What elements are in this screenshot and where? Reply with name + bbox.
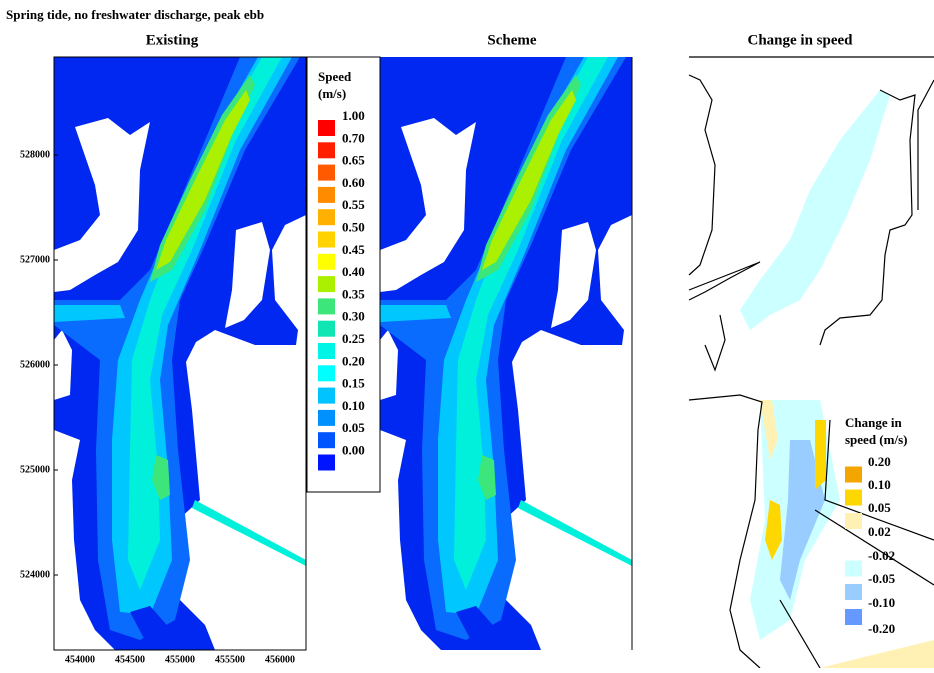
legend-swatch — [318, 165, 335, 181]
legend-swatch — [318, 209, 335, 225]
legend-swatch — [318, 298, 335, 314]
y-tick-label: 527000 — [20, 254, 50, 265]
legend-title: Speed — [318, 69, 352, 84]
legend-swatch — [845, 609, 862, 625]
legend-label: 0.35 — [342, 286, 365, 301]
legend-swatch — [318, 343, 335, 359]
legend-label: 0.10 — [868, 477, 891, 492]
legend-label: 0.65 — [342, 153, 365, 168]
legend-label: 0.60 — [342, 175, 365, 190]
y-tick-label: 525000 — [20, 464, 50, 475]
panel-title: Existing — [146, 32, 199, 48]
legend-label: -0.20 — [868, 621, 895, 636]
legend-label: 0.20 — [342, 353, 365, 368]
legend-label: 0.05 — [342, 420, 365, 435]
legend-swatch — [845, 561, 862, 577]
change-legend: Change in speed (m/s) 0.20 0.10 0.05 0.02 -0.0… — [845, 415, 907, 636]
legend-swatch — [845, 584, 862, 600]
legend-label: -0.02 — [868, 548, 895, 563]
legend-label: 0.40 — [342, 264, 365, 279]
legend-swatch — [318, 410, 335, 426]
legend-swatch — [845, 513, 862, 529]
x-tick-label: 454000 — [65, 654, 95, 665]
legend-label: 0.50 — [342, 219, 365, 234]
legend-label: 0.70 — [342, 130, 365, 145]
legend-swatch — [318, 142, 335, 158]
x-tick-label: 455500 — [215, 654, 245, 665]
legend-label: 0.45 — [342, 242, 365, 257]
legend-swatch — [318, 276, 335, 292]
legend-label: 0.55 — [342, 197, 365, 212]
legend-title: (m/s) — [318, 86, 346, 101]
legend-swatch — [318, 321, 335, 337]
change-map — [689, 57, 934, 668]
legend-swatch — [845, 467, 862, 483]
legend-swatch — [318, 187, 335, 203]
legend-label: 0.00 — [342, 442, 365, 457]
legend-label: -0.05 — [868, 571, 896, 586]
legend-swatch — [318, 455, 335, 471]
legend-label: 0.02 — [868, 524, 891, 539]
x-tick-label: 455000 — [165, 654, 195, 665]
legend-swatch — [318, 365, 335, 381]
legend-label: -0.10 — [868, 595, 895, 610]
legend-swatch — [318, 432, 335, 448]
legend-label: 0.25 — [342, 331, 365, 346]
legend-label: 1.00 — [342, 108, 365, 123]
legend-swatch — [318, 120, 335, 136]
legend-title: Change in — [845, 415, 902, 430]
y-tick-label: 526000 — [20, 359, 50, 370]
legend-label: 0.30 — [342, 309, 365, 324]
scheme-map — [380, 57, 632, 650]
legend-swatch — [318, 388, 335, 404]
y-tick-label: 524000 — [20, 569, 50, 580]
existing-map — [54, 57, 306, 650]
legend-label: 0.20 — [868, 454, 891, 469]
panel-title: Scheme — [487, 32, 536, 48]
x-tick-label: 456000 — [265, 654, 295, 665]
figure-title: Spring tide, no freshwater discharge, pe… — [6, 7, 264, 22]
legend-label: 0.10 — [342, 398, 365, 413]
y-tick-label: 528000 — [20, 149, 50, 160]
x-tick-label: 454500 — [115, 654, 145, 665]
legend-swatch — [318, 254, 335, 270]
legend-label: 0.15 — [342, 376, 365, 391]
panel-title: Change in speed — [747, 32, 853, 48]
legend-label: 0.05 — [868, 500, 891, 515]
legend-swatch — [318, 232, 335, 248]
figure: Spring tide, no freshwater discharge, pe… — [0, 0, 934, 668]
legend-swatch — [845, 490, 862, 506]
legend-title: speed (m/s) — [845, 432, 907, 447]
